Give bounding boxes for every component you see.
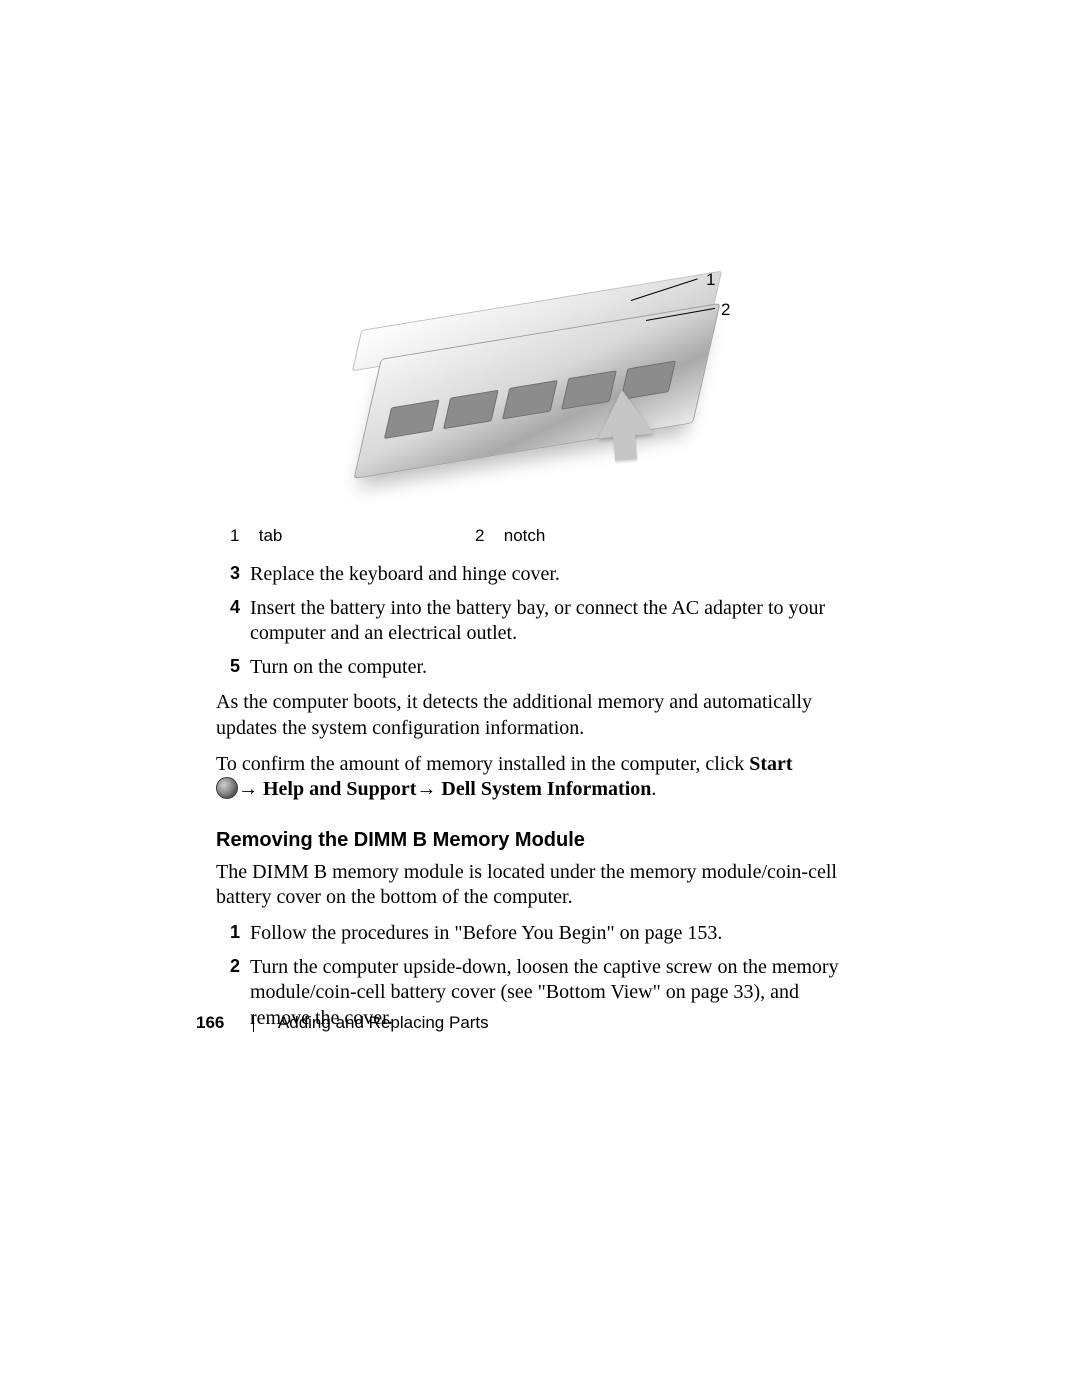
start-label: Start — [749, 753, 792, 775]
chip-shape — [502, 380, 558, 420]
legend-text-2: notch — [504, 526, 546, 546]
para-boot-detect: As the computer boots, it detects the ad… — [216, 690, 856, 741]
insert-arrow-icon — [594, 388, 654, 439]
insert-arrow-stem — [613, 431, 637, 461]
legend-num-1: 1 — [230, 526, 254, 546]
period: . — [651, 778, 656, 800]
memory-module-illustration: 1 2 — [336, 260, 716, 480]
step-3: 3 Replace the keyboard and hinge cover. — [216, 562, 856, 588]
para-confirm-memory: To confirm the amount of memory installe… — [216, 752, 856, 803]
step-text: Follow the procedures in "Before You Beg… — [250, 922, 722, 944]
help-support-label: Help and Support — [263, 778, 416, 800]
legend-num-2: 2 — [475, 526, 499, 546]
figure-legend: 1 tab 2 notch — [230, 526, 850, 546]
page-footer: 166 Adding and Replacing Parts — [196, 1013, 489, 1033]
para-lead: To confirm the amount of memory installe… — [216, 753, 749, 775]
figure-memory-module: 1 2 — [216, 260, 856, 520]
manual-page: 1 2 1 tab 2 notch 3 Replace the keyboard… — [0, 0, 1080, 1397]
step-4: 4 Insert the battery into the battery ba… — [216, 596, 856, 647]
page-number: 166 — [196, 1013, 224, 1032]
step-text: Insert the battery into the battery bay,… — [250, 597, 825, 645]
step-num: 4 — [216, 596, 240, 619]
section-title: Adding and Replacing Parts — [278, 1013, 489, 1032]
heading-removing-dimm-b: Removing the DIMM B Memory Module — [216, 829, 856, 852]
arrow-2: → — [416, 778, 441, 800]
step-num: 5 — [216, 655, 240, 678]
callout-1: 1 — [706, 270, 715, 290]
step-num: 3 — [216, 562, 240, 585]
chip-shape — [443, 390, 499, 430]
step-text: Replace the keyboard and hinge cover. — [250, 563, 560, 585]
callout-2: 2 — [721, 300, 730, 320]
arrow-1: → — [238, 778, 263, 800]
step-5: 5 Turn on the computer. — [216, 655, 856, 681]
chip-shape — [384, 399, 440, 439]
step-text: Turn on the computer. — [250, 656, 427, 678]
step-b1: 1 Follow the procedures in "Before You B… — [216, 921, 856, 947]
legend-text-1: tab — [259, 526, 283, 546]
step-num: 1 — [216, 921, 240, 944]
step-num: 2 — [216, 955, 240, 978]
dell-sys-info-label: Dell System Information — [441, 778, 651, 800]
windows-start-icon — [216, 777, 238, 799]
para-dimm-b-location: The DIMM B memory module is located unde… — [216, 860, 856, 911]
footer-divider — [253, 1014, 254, 1032]
steps-continuation: 3 Replace the keyboard and hinge cover. … — [216, 562, 856, 1039]
